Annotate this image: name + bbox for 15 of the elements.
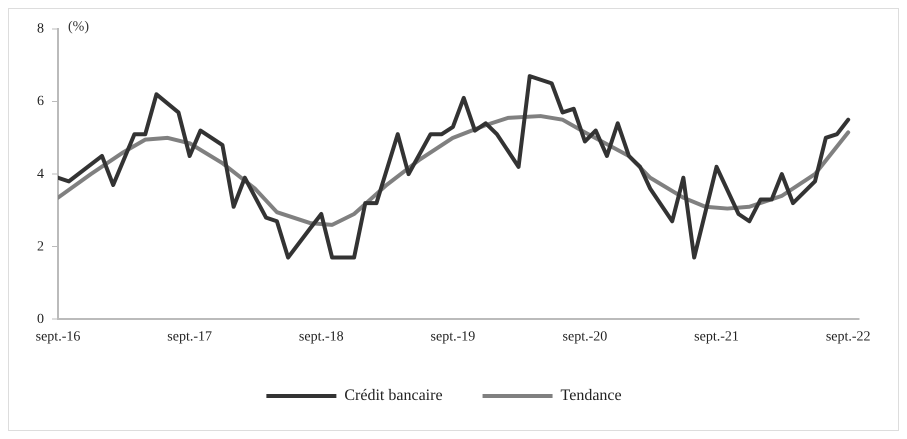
- x-tick-label: sept.-20: [562, 329, 608, 344]
- y-tick-label: 2: [37, 239, 44, 254]
- y-tick-label: 8: [37, 22, 44, 37]
- y-axis-title: (%): [68, 20, 90, 35]
- y-tick-label: 4: [37, 166, 44, 182]
- x-tick-label: sept.-22: [826, 329, 871, 344]
- x-tick-label: sept.-19: [430, 329, 476, 344]
- y-tick-label: 0: [37, 312, 44, 327]
- x-tick-label: sept.-17: [167, 329, 212, 344]
- x-tick-label: sept.-16: [36, 329, 80, 344]
- x-tick-label: sept.-21: [694, 329, 739, 344]
- x-tick-label: sept.-18: [298, 329, 344, 344]
- legend-label: Tendance: [560, 387, 622, 404]
- y-tick-label: 6: [37, 94, 44, 110]
- legend-label: Crédit bancaire: [344, 387, 443, 404]
